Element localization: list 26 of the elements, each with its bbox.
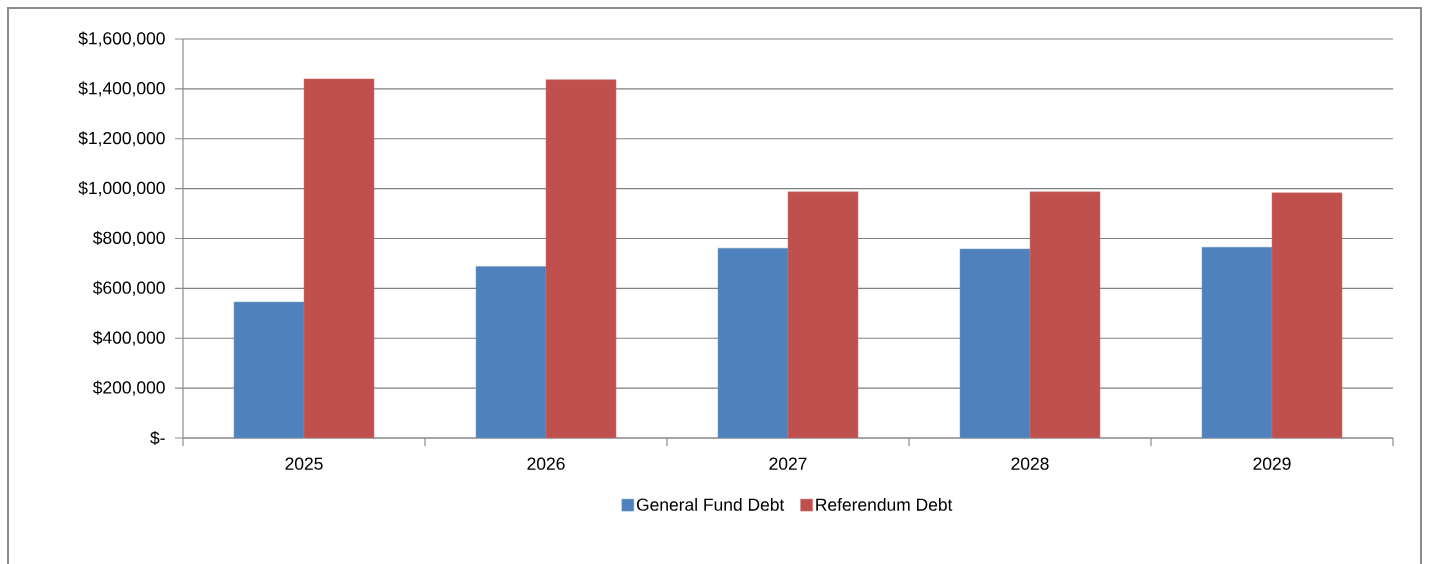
y-tick-label: $200,000 <box>92 380 165 396</box>
bar <box>1029 191 1101 438</box>
x-tick-label: 2027 <box>769 457 807 470</box>
y-tick-label: $1,000,000 <box>78 181 165 197</box>
legend-label: General Fund Debt <box>636 498 785 511</box>
y-tick-label: $1,600,000 <box>78 31 165 47</box>
x-tick-label: 2025 <box>285 457 323 470</box>
x-tick-label: 2029 <box>1253 457 1291 470</box>
bar <box>1201 246 1273 438</box>
bar <box>959 248 1031 438</box>
y-tick-label: $1,200,000 <box>78 131 165 147</box>
y-tick-label: $400,000 <box>92 330 165 346</box>
bar <box>1271 192 1343 438</box>
bar <box>303 78 375 438</box>
y-tick-label: $800,000 <box>92 230 165 247</box>
y-tick-label: $- <box>150 430 165 446</box>
bar <box>233 301 305 438</box>
y-tick-label: $1,400,000 <box>78 81 165 97</box>
x-tick-label: 2028 <box>1011 457 1049 470</box>
x-tick-label: 2026 <box>527 457 565 470</box>
bar <box>787 191 859 438</box>
legend-label: Referendum Debt <box>816 498 953 511</box>
bar <box>717 247 789 438</box>
bar <box>545 79 617 438</box>
y-tick-label: $600,000 <box>92 280 165 296</box>
bar <box>475 266 547 438</box>
